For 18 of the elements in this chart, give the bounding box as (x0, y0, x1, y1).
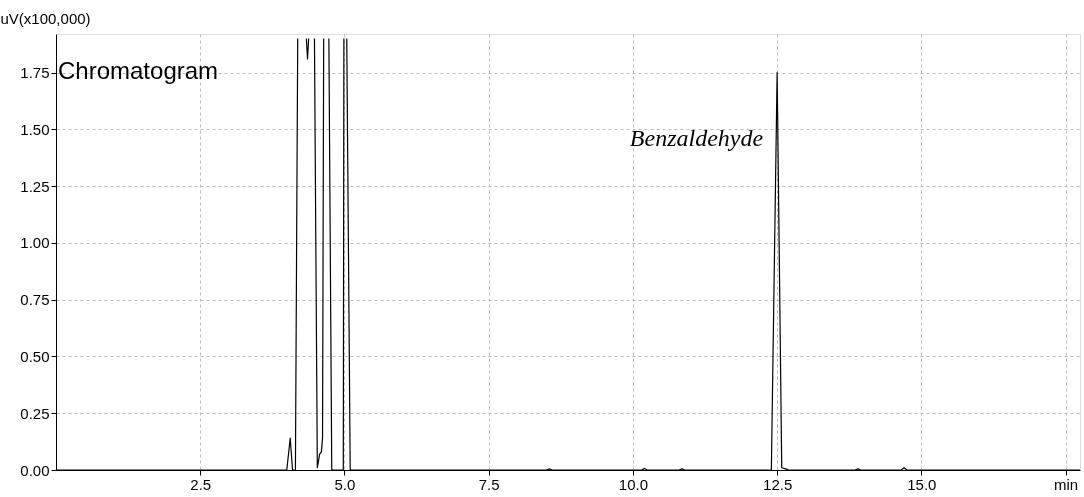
y-tick-label: 1.25 (20, 177, 50, 195)
x-tick-label: 15.0 (907, 475, 937, 493)
y-tick-label: 0.50 (20, 347, 50, 365)
x-tick-label: 7.5 (478, 475, 500, 493)
y-tick-label: 1.00 (20, 234, 50, 252)
text: Chromatogram (58, 57, 219, 84)
y-tick-label: 0.75 (20, 291, 50, 309)
x-tick-label: 12.5 (763, 475, 793, 493)
y-tick-label: 1.75 (20, 64, 50, 82)
y-axis-title: uV(x100,000) (0, 9, 91, 27)
annotation: Benzaldehyde (629, 124, 764, 151)
y-tick-label: 0.25 (20, 404, 50, 422)
x-tick-label: 10.0 (618, 475, 648, 493)
y-tick-label: 1.50 (20, 120, 50, 138)
y-tick-label: 0.00 (20, 461, 50, 479)
x-tick-label: min (1053, 475, 1079, 493)
x-tick-label: 2.5 (190, 475, 212, 493)
x-tick-label: 5.0 (334, 475, 356, 493)
